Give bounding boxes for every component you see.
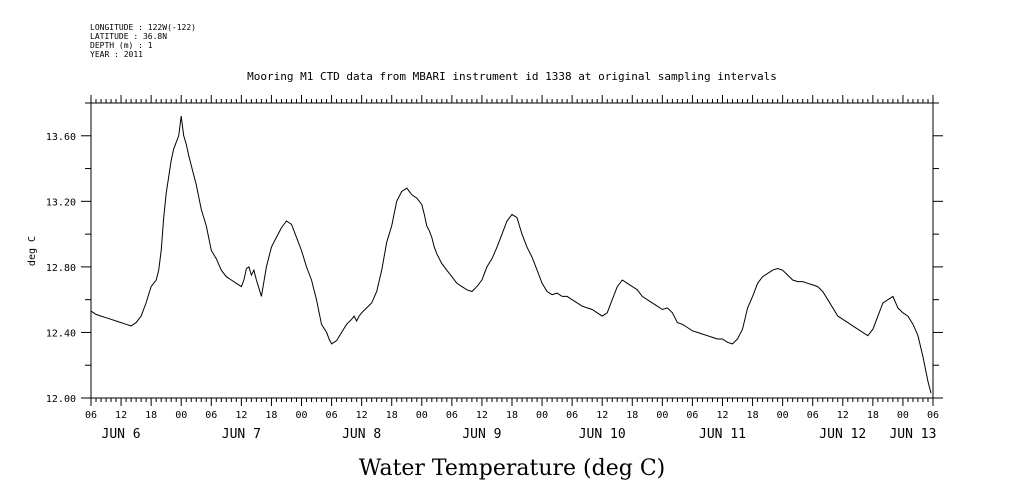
axis-ticks bbox=[81, 95, 943, 406]
x-tick-label: 06 bbox=[205, 410, 217, 421]
header-latitude: LATITUDE : 36.8N bbox=[90, 32, 167, 41]
x-tick-label: 00 bbox=[295, 410, 307, 421]
x-tick-label: 00 bbox=[175, 410, 187, 421]
x-tick-label: 18 bbox=[386, 410, 398, 421]
x-tick-label: 18 bbox=[626, 410, 638, 421]
x-tick-label: 18 bbox=[867, 410, 879, 421]
x-tick-label: 06 bbox=[807, 410, 819, 421]
plot-frame bbox=[90, 102, 934, 399]
x-tick-label: 00 bbox=[536, 410, 548, 421]
x-day-label: JUN 11 bbox=[699, 427, 746, 442]
x-tick-label: 12 bbox=[356, 410, 368, 421]
chart-header-info: LONGITUDE : 122W(-122) LATITUDE : 36.8N … bbox=[90, 23, 196, 59]
x-day-label: JUN 8 bbox=[342, 427, 381, 442]
x-tick-label: 00 bbox=[656, 410, 668, 421]
x-tick-label: 06 bbox=[326, 410, 338, 421]
x-tick-label: 12 bbox=[716, 410, 728, 421]
x-tick-label: 12 bbox=[115, 410, 127, 421]
x-day-label: JUN 12 bbox=[819, 427, 866, 442]
x-tick-label: 18 bbox=[747, 410, 759, 421]
x-tick-label: 12 bbox=[476, 410, 488, 421]
header-longitude: LONGITUDE : 122W(-122) bbox=[90, 23, 196, 32]
x-tick-label: 06 bbox=[85, 410, 97, 421]
x-tick-label: 18 bbox=[506, 410, 518, 421]
y-tick-labels: 12.00 12.40 12.80 13.20 13.60 bbox=[46, 132, 76, 405]
x-tick-labels: 06 12 18 00 06 12 18 00 06 12 18 00 06 12 18 00 06 12 18 00… bbox=[85, 410, 939, 421]
x-tick-label: 18 bbox=[265, 410, 277, 421]
x-day-label: JUN 7 bbox=[222, 427, 261, 442]
y-tick-label: 13.20 bbox=[46, 197, 76, 208]
y-tick-label: 12.00 bbox=[46, 394, 76, 405]
x-day-label: JUN 10 bbox=[579, 427, 626, 442]
y-tick-label: 12.40 bbox=[46, 328, 76, 339]
chart-title: Mooring M1 CTD data from MBARI instrumen… bbox=[247, 70, 777, 83]
x-tick-label: 12 bbox=[596, 410, 608, 421]
x-day-label: JUN 9 bbox=[462, 427, 501, 442]
x-axis-label: Water Temperature (deg C) bbox=[359, 456, 666, 481]
x-tick-label: 18 bbox=[145, 410, 157, 421]
x-tick-label: 00 bbox=[897, 410, 909, 421]
y-axis-label: deg C bbox=[27, 236, 38, 266]
header-depth: DEPTH (m) : 1 bbox=[90, 41, 153, 50]
header-year: YEAR : 2011 bbox=[90, 50, 143, 59]
y-tick-label: 13.60 bbox=[46, 132, 76, 143]
x-tick-label: 06 bbox=[446, 410, 458, 421]
y-tick-label: 12.80 bbox=[46, 263, 76, 274]
series-line-water-temperature bbox=[90, 116, 932, 394]
x-tick-label: 06 bbox=[927, 410, 939, 421]
x-tick-label: 00 bbox=[416, 410, 428, 421]
x-tick-label: 06 bbox=[686, 410, 698, 421]
x-tick-label: 12 bbox=[837, 410, 849, 421]
x-day-labels: JUN 6 JUN 7 JUN 8 JUN 9 JUN 10 JUN 11 JUN 12 JU… bbox=[102, 427, 937, 442]
x-tick-label: 06 bbox=[566, 410, 578, 421]
x-tick-label: 12 bbox=[235, 410, 247, 421]
x-day-label: JUN 6 bbox=[102, 427, 141, 442]
x-day-label: JUN 13 bbox=[889, 427, 936, 442]
x-tick-label: 00 bbox=[777, 410, 789, 421]
